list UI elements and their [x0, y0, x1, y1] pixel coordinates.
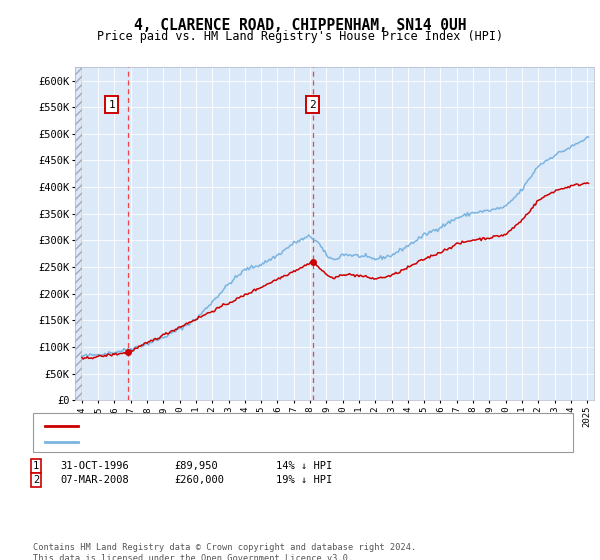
Text: 1: 1	[109, 100, 115, 110]
Text: 2: 2	[33, 475, 39, 485]
Text: 19% ↓ HPI: 19% ↓ HPI	[276, 475, 332, 485]
Text: Price paid vs. HM Land Registry's House Price Index (HPI): Price paid vs. HM Land Registry's House …	[97, 30, 503, 43]
Text: 2: 2	[310, 100, 316, 110]
Bar	[75, 67, 82, 400]
Text: Contains HM Land Registry data © Crown copyright and database right 2024.
This d: Contains HM Land Registry data © Crown c…	[33, 543, 416, 560]
Text: 1: 1	[33, 461, 39, 471]
Text: £260,000: £260,000	[174, 475, 224, 485]
Text: 4, CLARENCE ROAD, CHIPPENHAM, SN14 0UH (detached house): 4, CLARENCE ROAD, CHIPPENHAM, SN14 0UH (…	[83, 421, 413, 431]
Text: 31-OCT-1996: 31-OCT-1996	[60, 461, 129, 471]
Text: HPI: Average price, detached house, Wiltshire: HPI: Average price, detached house, Wilt…	[83, 436, 353, 446]
Text: £89,950: £89,950	[174, 461, 218, 471]
Text: 4, CLARENCE ROAD, CHIPPENHAM, SN14 0UH: 4, CLARENCE ROAD, CHIPPENHAM, SN14 0UH	[134, 18, 466, 33]
Text: 14% ↓ HPI: 14% ↓ HPI	[276, 461, 332, 471]
Text: 07-MAR-2008: 07-MAR-2008	[60, 475, 129, 485]
